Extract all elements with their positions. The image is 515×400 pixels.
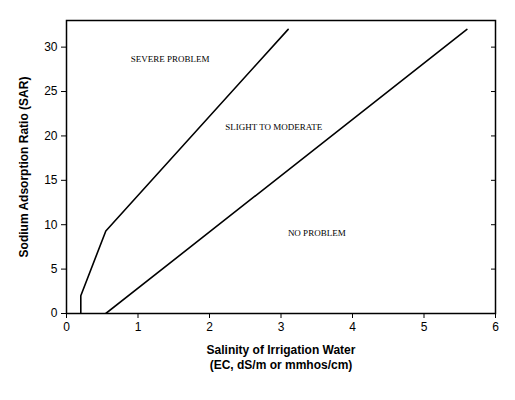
svg-text:Salinity of Irrigation Water(E: Salinity of Irrigation Water(EC, dS/m or… [207,343,356,372]
svg-text:20: 20 [44,129,58,143]
svg-text:SLIGHT TO MODERATE: SLIGHT TO MODERATE [225,122,323,132]
svg-text:3: 3 [278,320,285,334]
svg-text:5: 5 [421,320,428,334]
svg-text:2: 2 [206,320,213,334]
svg-text:4: 4 [349,320,356,334]
svg-text:Sodium Adsorption Ratio (SAR): Sodium Adsorption Ratio (SAR) [17,77,31,258]
svg-text:15: 15 [44,173,58,187]
svg-text:6: 6 [492,320,499,334]
svg-text:30: 30 [44,40,58,54]
svg-text:0: 0 [51,306,58,320]
svg-text:SEVERE PROBLEM: SEVERE PROBLEM [131,54,210,64]
svg-text:5: 5 [51,262,58,276]
svg-text:1: 1 [135,320,142,334]
svg-text:25: 25 [44,84,58,98]
svg-text:10: 10 [44,218,58,232]
svg-text:NO PROBLEM: NO PROBLEM [288,228,346,238]
svg-text:0: 0 [63,320,70,334]
